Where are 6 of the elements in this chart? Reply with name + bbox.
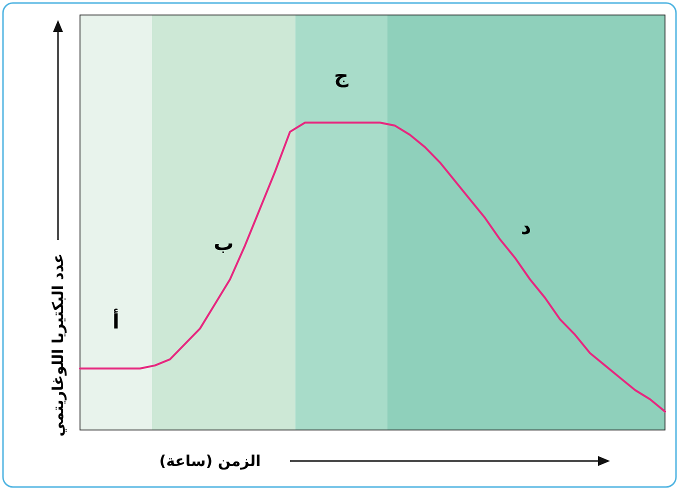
annotation: د	[520, 214, 532, 239]
y-axis-title: عدد البكتيريا اللوغاريتمي	[49, 253, 67, 437]
x-axis-title: الزمن (ساعة)	[159, 452, 261, 470]
annotation: ب	[214, 230, 234, 255]
text: ج	[334, 64, 349, 88]
annotation: أ	[112, 308, 120, 334]
